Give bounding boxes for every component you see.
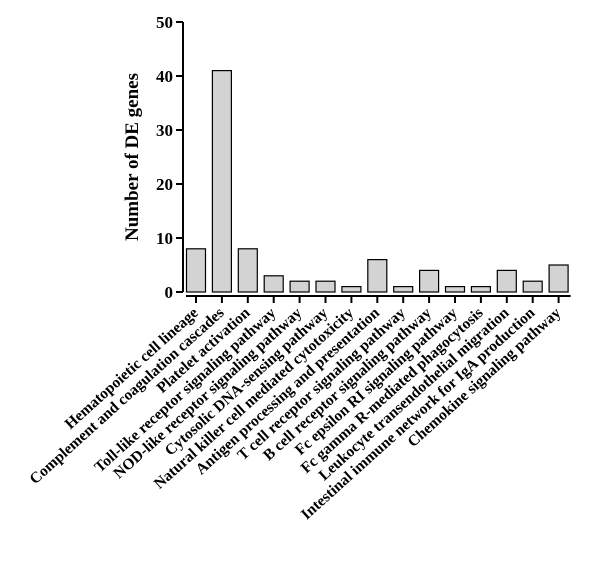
- y-tick-label: 30: [156, 121, 173, 140]
- y-tick-label: 50: [156, 13, 173, 32]
- y-tick-label: 40: [156, 67, 173, 86]
- bar: [419, 269, 440, 293]
- bar: [263, 275, 284, 293]
- bar: [393, 286, 414, 293]
- y-tick-label: 20: [156, 175, 173, 194]
- bar: [444, 286, 466, 293]
- bar: [470, 286, 491, 293]
- bar: [185, 248, 207, 293]
- bar: [496, 269, 517, 293]
- bar: [211, 69, 232, 293]
- bar: [522, 280, 543, 293]
- bar: [289, 280, 310, 293]
- y-tick-label: 10: [156, 229, 173, 248]
- bar: [367, 259, 388, 293]
- y-axis-title: Number of DE genes: [122, 73, 143, 241]
- bar: [548, 264, 569, 293]
- bar: [315, 280, 336, 293]
- bar: [237, 248, 258, 293]
- y-tick-label: 0: [165, 283, 174, 302]
- bar: [341, 286, 362, 293]
